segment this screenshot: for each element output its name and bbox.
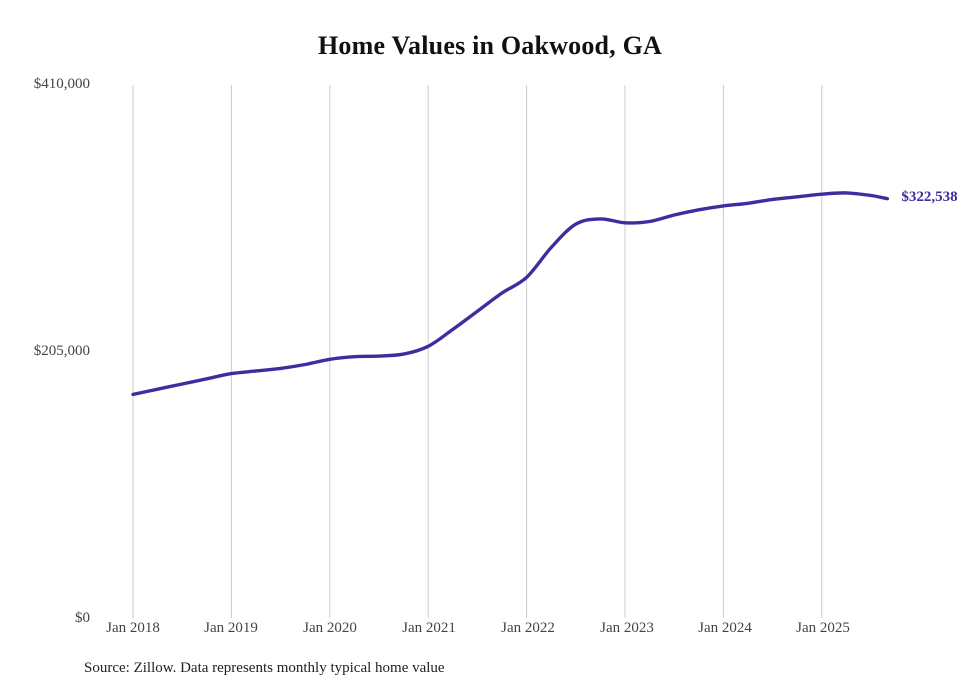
series-line-typical-home-value — [131, 191, 890, 397]
x-axis-tick-label-3: Jan 2021 — [402, 620, 456, 636]
y-axis-tick-label-bottom: $0 — [75, 610, 90, 626]
x-axis-tick-label-4: Jan 2022 — [501, 620, 555, 636]
chart-title: Home Values in Oakwood, GA — [318, 31, 662, 60]
x-axis-tick-label-5: Jan 2023 — [600, 620, 654, 636]
x-axis-tick-label-1: Jan 2019 — [204, 620, 258, 636]
x-axis-tick-label-2: Jan 2020 — [303, 620, 357, 636]
x-axis-tick-label-7: Jan 2025 — [796, 620, 850, 636]
x-axis-tick-label-6: Jan 2024 — [698, 620, 752, 636]
source-note: Source: Zillow. Data represents monthly … — [84, 660, 445, 676]
vertical-gridlines — [132, 85, 823, 618]
y-axis-tick-label-mid: $205,000 — [33, 343, 90, 359]
y-axis-tick-label-top: $410,000 — [33, 76, 90, 92]
x-axis-tick-label-0: Jan 2018 — [106, 620, 160, 636]
end-value-annotation: $322,538 — [901, 188, 958, 205]
